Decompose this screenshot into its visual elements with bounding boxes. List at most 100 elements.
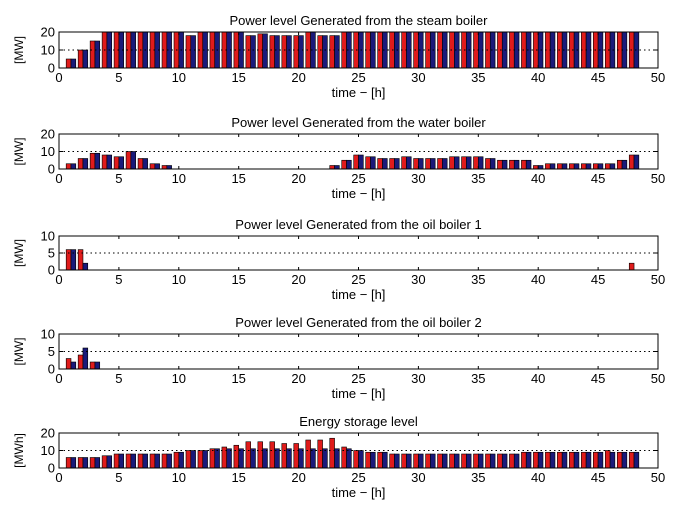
bar (65, 358, 72, 370)
bar (293, 443, 299, 469)
x-tick-label: 40 (531, 171, 545, 186)
bar (437, 453, 443, 469)
bar (370, 451, 376, 469)
bar (106, 455, 113, 469)
bar (616, 451, 623, 469)
bar (509, 453, 515, 469)
bar (473, 156, 479, 170)
x-tick-label: 40 (531, 371, 545, 386)
x-tick-label: 25 (351, 70, 365, 85)
x-tick-label: 45 (591, 371, 605, 386)
bar (425, 158, 431, 170)
bar (418, 158, 424, 170)
bar (250, 35, 256, 69)
bar (113, 156, 120, 170)
bar (525, 31, 532, 69)
bar (137, 453, 144, 469)
bar (593, 451, 599, 469)
bar (329, 35, 335, 69)
x-axis-label: time − [h] (332, 386, 386, 401)
bar (628, 451, 635, 469)
x-tick-label: 15 (231, 70, 245, 85)
bar (70, 361, 77, 370)
bar (573, 163, 580, 170)
x-tick-label: 10 (172, 371, 186, 386)
bar (257, 441, 263, 469)
bar (149, 453, 156, 469)
bar (329, 165, 335, 170)
bar (430, 453, 436, 469)
bar (501, 453, 508, 469)
x-tick-label: 45 (591, 272, 605, 287)
bar (310, 448, 316, 469)
bar (77, 354, 84, 370)
bar (257, 33, 263, 69)
bar (274, 448, 280, 469)
bar (125, 151, 132, 170)
bar (346, 159, 352, 170)
x-tick-label: 35 (471, 470, 485, 485)
bar (341, 31, 347, 69)
x-tick-label: 0 (55, 70, 62, 85)
bar (154, 453, 160, 469)
bar (274, 35, 280, 69)
bar (394, 453, 400, 469)
y-tick-label: 10 (41, 229, 55, 244)
bar (442, 453, 448, 469)
bar (418, 453, 424, 469)
x-tick-label: 45 (591, 171, 605, 186)
x-tick-label: 50 (651, 272, 665, 287)
bar (406, 156, 412, 170)
bar (466, 453, 472, 469)
bar (101, 455, 108, 469)
bar (82, 262, 89, 271)
chart-panel-2: Power level Generated from the water boi… (12, 115, 665, 201)
x-tick-label: 5 (115, 171, 122, 186)
bar (521, 159, 527, 170)
x-tick-label: 30 (411, 371, 425, 386)
x-tick-label: 35 (471, 272, 485, 287)
bar (65, 457, 72, 469)
x-tick-label: 40 (531, 470, 545, 485)
x-tick-label: 0 (55, 470, 62, 485)
bar (77, 49, 84, 69)
bar (130, 151, 136, 170)
bar (497, 159, 503, 170)
chart-title: Energy storage level (299, 414, 418, 429)
bar (521, 451, 527, 469)
y-axis-label: [MW] (12, 338, 26, 366)
bar (238, 448, 244, 469)
bar (245, 441, 251, 469)
x-tick-label: 40 (531, 70, 545, 85)
bar (616, 159, 623, 170)
bar (262, 448, 268, 469)
bar (70, 58, 77, 69)
bar (401, 156, 407, 170)
bar (621, 159, 628, 170)
bar (377, 158, 383, 170)
bar (604, 163, 611, 170)
y-tick-label: 0 (48, 61, 55, 76)
x-tick-label: 15 (231, 272, 245, 287)
bar (413, 31, 419, 69)
bar (305, 439, 311, 469)
bar (489, 453, 496, 469)
bar (346, 448, 352, 469)
x-tick-label: 0 (55, 171, 62, 186)
bar (425, 31, 431, 69)
bar (497, 31, 503, 69)
chart-title: Power level Generated from the steam boi… (230, 13, 489, 28)
bar (142, 453, 148, 469)
chart-panel-3: Power level Generated from the oil boile… (12, 217, 665, 302)
bar (269, 441, 275, 469)
bar (89, 40, 96, 69)
x-tick-label: 20 (291, 470, 305, 485)
x-tick-label: 40 (531, 272, 545, 287)
y-axis-label: [MW] (12, 138, 26, 166)
bar (173, 451, 180, 469)
bar (442, 158, 448, 170)
bar (89, 361, 96, 370)
bar (509, 159, 515, 170)
y-tick-label: 5 (48, 246, 55, 261)
bar (365, 451, 371, 469)
